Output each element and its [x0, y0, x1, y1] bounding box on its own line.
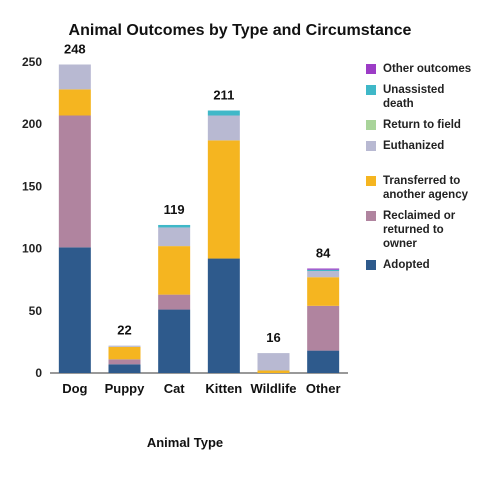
- chart-legend: Other outcomes Unassisted death Return to …: [366, 62, 476, 293]
- legend-item: Reclaimed or returned to owner: [366, 209, 476, 251]
- bar-segment: [158, 227, 191, 247]
- x-tick-label: Wildlife: [250, 381, 296, 396]
- bar-total-label: 248: [64, 41, 86, 56]
- legend-label: Reclaimed or returned to owner: [383, 210, 456, 250]
- x-tick-label: Dog: [62, 381, 87, 396]
- bar-segment: [207, 115, 240, 141]
- bar-total-label: 119: [164, 202, 185, 217]
- bar-segment: [307, 270, 340, 278]
- legend-label: Return to field: [383, 119, 461, 131]
- legend-item: Unassisted death: [366, 83, 476, 111]
- legend-swatch: [366, 85, 376, 95]
- bar-segment: [207, 140, 240, 259]
- x-tick-label: Kitten: [205, 381, 242, 396]
- legend-item: Euthanized: [366, 139, 476, 153]
- legend-swatch: [366, 260, 376, 270]
- legend-label: Other outcomes: [383, 63, 472, 75]
- legend-item: Return to field: [366, 118, 476, 132]
- bar-segment: [207, 110, 240, 116]
- bar-segment: [108, 346, 141, 360]
- bar-total-label: 211: [213, 88, 234, 103]
- bar-segment: [158, 309, 191, 373]
- chart-title: Animal Outcomes by Type and Circumstance: [68, 22, 412, 39]
- y-tick-label: 100: [22, 242, 42, 256]
- legend-item: Adopted: [366, 258, 476, 272]
- y-tick-label: 150: [22, 179, 42, 193]
- bar-segment: [307, 277, 340, 306]
- legend-label: Euthanized: [383, 140, 445, 152]
- legend-swatch: [366, 176, 376, 186]
- bar-segment: [307, 269, 340, 271]
- y-tick-label: 250: [22, 55, 42, 69]
- bar-segment: [257, 353, 290, 371]
- bar-segment: [307, 350, 340, 373]
- bar-total-label: 84: [316, 246, 331, 261]
- legend-item: Other outcomes: [366, 62, 476, 76]
- y-tick-label: 200: [22, 117, 42, 131]
- legend-label: Unassisted death: [383, 84, 445, 110]
- legend-swatch: [366, 141, 376, 151]
- bar-segment: [58, 64, 91, 90]
- bar-segment: [58, 247, 91, 373]
- bar-segment: [307, 268, 340, 270]
- x-tick-label: Puppy: [105, 381, 145, 396]
- bar-segment: [207, 258, 240, 373]
- bar-segment: [108, 364, 141, 373]
- legend-item: Transferred to another agency: [366, 174, 476, 202]
- legend-label: Adopted: [383, 259, 430, 271]
- bar-segment: [58, 115, 91, 248]
- legend-label: Transferred to another agency: [383, 175, 468, 201]
- bar-total-label: 22: [117, 323, 131, 338]
- x-tick-label: Other: [306, 381, 341, 396]
- bar-segment: [108, 345, 141, 347]
- bar-total-label: 16: [266, 330, 280, 345]
- bar-segment: [58, 89, 91, 116]
- legend-swatch: [366, 211, 376, 221]
- bar-segment: [108, 359, 141, 365]
- bar-segment: [158, 246, 191, 295]
- legend-swatch: [366, 120, 376, 130]
- bar-segment: [158, 224, 191, 228]
- y-tick-label: 0: [35, 366, 42, 380]
- bar-segment: [257, 370, 290, 373]
- bar-segment: [307, 305, 340, 351]
- x-tick-label: Cat: [164, 381, 186, 396]
- y-tick-label: 50: [29, 304, 43, 318]
- x-axis-title: Animal Type: [146, 435, 224, 450]
- legend-swatch: [366, 64, 376, 74]
- bar-segment: [158, 294, 191, 310]
